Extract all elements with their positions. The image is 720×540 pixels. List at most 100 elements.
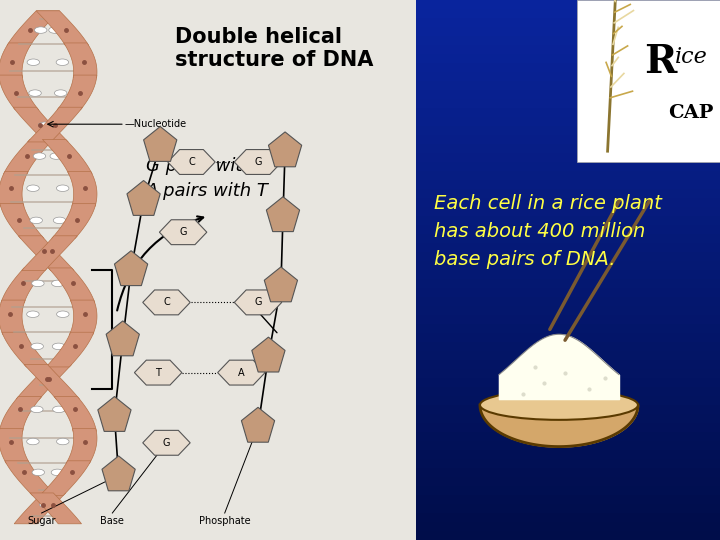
- Bar: [416, 427, 720, 441]
- Ellipse shape: [45, 122, 57, 129]
- Polygon shape: [269, 132, 302, 167]
- Bar: [416, 301, 720, 315]
- Bar: [416, 49, 720, 63]
- Bar: [416, 417, 720, 432]
- Polygon shape: [48, 268, 95, 302]
- Polygon shape: [0, 172, 28, 206]
- Bar: [416, 328, 720, 342]
- Ellipse shape: [30, 217, 42, 224]
- Ellipse shape: [40, 248, 53, 254]
- Bar: [416, 39, 720, 54]
- Bar: [416, 0, 720, 9]
- Text: R: R: [644, 43, 676, 80]
- Bar: [416, 265, 720, 279]
- Polygon shape: [64, 43, 97, 78]
- Polygon shape: [143, 290, 190, 315]
- Bar: [416, 274, 720, 288]
- Ellipse shape: [29, 90, 41, 96]
- Bar: [416, 31, 720, 45]
- Ellipse shape: [33, 153, 45, 159]
- Bar: [416, 85, 720, 99]
- Polygon shape: [0, 204, 44, 238]
- Polygon shape: [0, 75, 38, 110]
- Polygon shape: [2, 332, 50, 367]
- Polygon shape: [127, 180, 160, 215]
- Bar: [416, 238, 720, 252]
- Bar: [416, 147, 720, 162]
- Polygon shape: [54, 396, 96, 431]
- Ellipse shape: [35, 27, 47, 33]
- Polygon shape: [17, 364, 72, 399]
- Bar: [416, 517, 720, 531]
- Polygon shape: [68, 172, 97, 206]
- FancyBboxPatch shape: [577, 0, 720, 162]
- Polygon shape: [24, 364, 79, 399]
- Bar: [416, 120, 720, 135]
- Ellipse shape: [56, 59, 68, 65]
- Text: G: G: [254, 157, 262, 167]
- Bar: [416, 211, 720, 225]
- Polygon shape: [234, 150, 282, 174]
- Bar: [416, 157, 720, 171]
- Bar: [416, 139, 720, 153]
- Ellipse shape: [31, 343, 43, 349]
- Bar: [416, 436, 720, 450]
- Polygon shape: [0, 429, 30, 463]
- Text: —Nucleotide: —Nucleotide: [125, 119, 187, 129]
- Polygon shape: [42, 139, 92, 174]
- Bar: [416, 444, 720, 459]
- Polygon shape: [22, 236, 77, 271]
- Polygon shape: [266, 197, 300, 232]
- Ellipse shape: [56, 185, 69, 192]
- Bar: [416, 201, 720, 216]
- Bar: [416, 193, 720, 207]
- Bar: [416, 336, 720, 351]
- Text: Sugar: Sugar: [27, 516, 56, 526]
- Bar: [416, 130, 720, 144]
- Polygon shape: [57, 75, 96, 110]
- Bar: [416, 58, 720, 72]
- Bar: [416, 390, 720, 405]
- Text: Base: Base: [100, 516, 125, 526]
- Ellipse shape: [27, 438, 39, 445]
- Polygon shape: [143, 430, 190, 455]
- Polygon shape: [114, 251, 148, 286]
- Ellipse shape: [40, 501, 52, 508]
- Polygon shape: [1, 268, 48, 302]
- Bar: [416, 363, 720, 378]
- Text: G: G: [254, 298, 262, 307]
- Bar: [416, 66, 720, 81]
- Polygon shape: [66, 429, 97, 463]
- Bar: [416, 454, 720, 468]
- Text: T: T: [156, 368, 161, 377]
- Bar: [416, 282, 720, 297]
- Polygon shape: [7, 11, 60, 45]
- Bar: [416, 355, 720, 369]
- Ellipse shape: [27, 59, 40, 65]
- Bar: [416, 112, 720, 126]
- Polygon shape: [234, 290, 282, 315]
- Polygon shape: [14, 493, 66, 524]
- Polygon shape: [106, 321, 140, 356]
- Bar: [416, 481, 720, 495]
- Text: G: G: [163, 438, 170, 448]
- Bar: [416, 22, 720, 36]
- Polygon shape: [217, 360, 265, 385]
- Bar: [416, 247, 720, 261]
- Polygon shape: [135, 360, 182, 385]
- Bar: [416, 255, 720, 270]
- Ellipse shape: [32, 469, 45, 476]
- Text: A: A: [238, 368, 245, 377]
- Bar: [416, 4, 720, 18]
- Ellipse shape: [32, 280, 44, 287]
- Bar: [416, 471, 720, 486]
- Text: ice: ice: [675, 46, 707, 68]
- Bar: [416, 490, 720, 504]
- Bar: [416, 12, 720, 27]
- Ellipse shape: [480, 390, 638, 420]
- Polygon shape: [0, 396, 42, 431]
- Text: G pairs with C
A pairs with T: G pairs with C A pairs with T: [145, 157, 271, 200]
- Ellipse shape: [55, 90, 67, 96]
- Polygon shape: [4, 139, 53, 174]
- Polygon shape: [159, 220, 207, 245]
